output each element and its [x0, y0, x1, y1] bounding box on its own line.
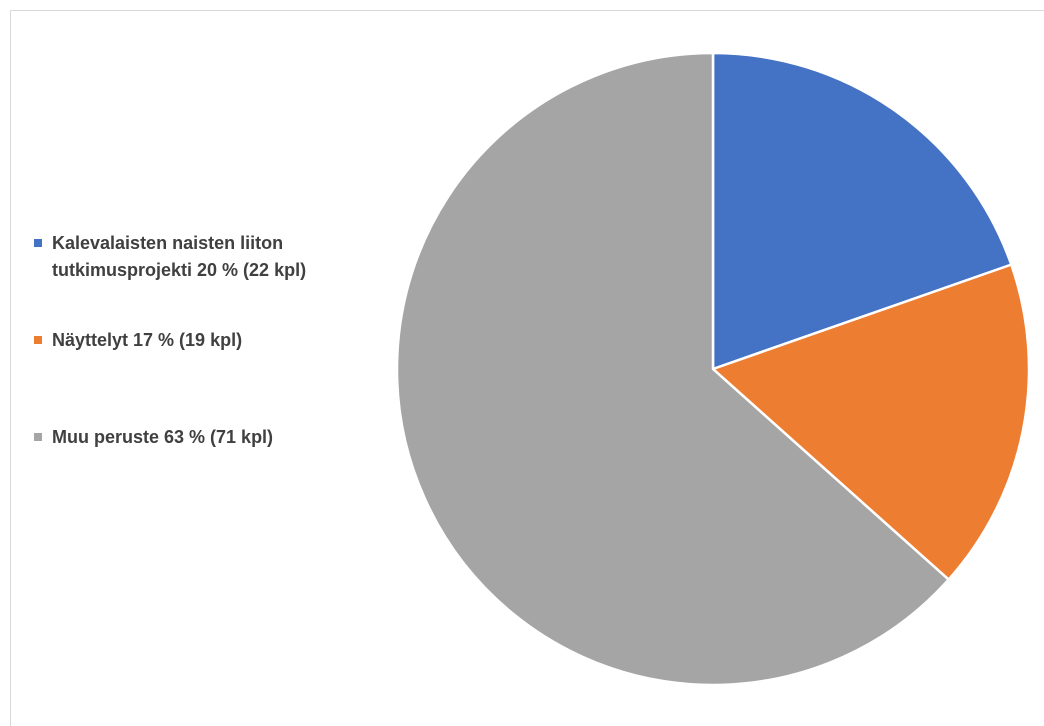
legend-item-nayttelyt: Näyttelyt 17 % (19 kpl) [34, 327, 374, 354]
legend-marker-nayttelyt [34, 336, 42, 344]
legend-item-kalevalaisten: Kalevalaisten naisten liiton tutkimuspro… [34, 230, 374, 284]
legend-marker-kalevalaisten [34, 239, 42, 247]
pie-slice-nayttelyt [711, 263, 1031, 581]
pie-slice-muu-peruste [395, 51, 950, 687]
legend-label-nayttelyt: Näyttelyt 17 % (19 kpl) [52, 330, 243, 350]
legend-label-kalevalaisten: Kalevalaisten naisten liiton tutkimuspro… [52, 233, 307, 280]
legend-marker-muu-peruste [34, 433, 42, 441]
legend-label-muu-peruste: Muu peruste 63 % (71 kpl) [52, 427, 274, 447]
legend-item-muu-peruste: Muu peruste 63 % (71 kpl) [34, 424, 374, 451]
